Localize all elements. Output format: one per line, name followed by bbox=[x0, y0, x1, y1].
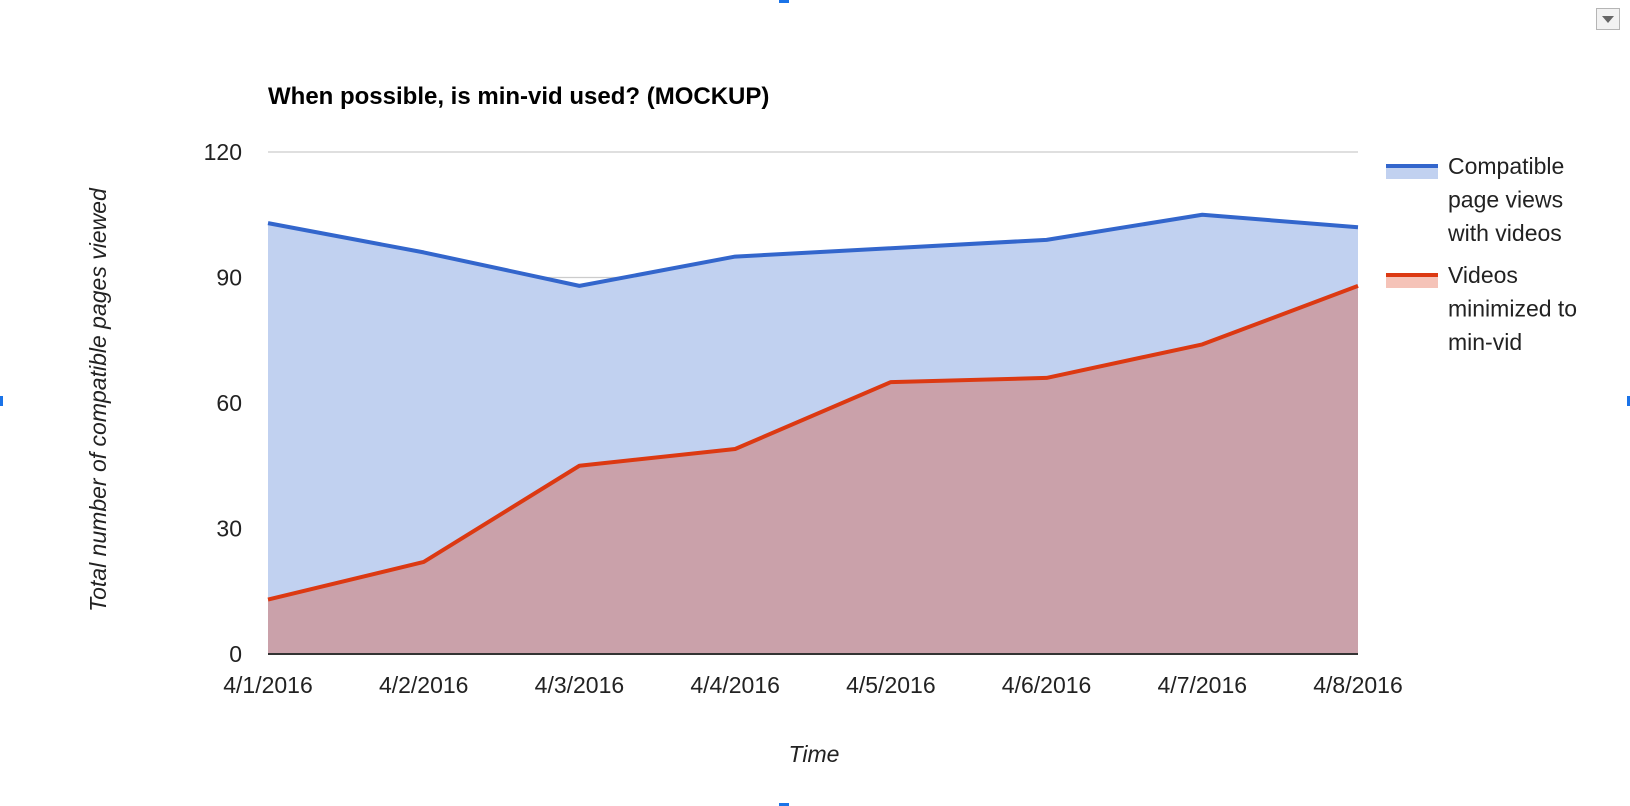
resize-handle-bottom[interactable] bbox=[779, 803, 789, 806]
data-point-videos-minimized[interactable] bbox=[1044, 375, 1050, 381]
line-compatible-page-views bbox=[267, 212, 1359, 288]
x-axis-title: Time bbox=[789, 741, 840, 767]
y-tick-label: 30 bbox=[216, 516, 242, 542]
y-axis-ticks: 0 30 60 90 120 bbox=[204, 139, 242, 667]
y-tick-label: 0 bbox=[229, 641, 242, 667]
x-axis-ticks: 4/1/2016 4/2/2016 4/3/2016 4/4/2016 4/5/2016… bbox=[223, 672, 1403, 698]
x-tick-label: 4/4/2016 bbox=[690, 672, 780, 698]
resize-handle-right[interactable] bbox=[1627, 396, 1630, 406]
resize-handle-left[interactable] bbox=[0, 396, 3, 406]
data-point-compatible-page-views[interactable] bbox=[732, 254, 738, 260]
data-point-videos-minimized[interactable] bbox=[421, 559, 427, 565]
data-point-videos-minimized[interactable] bbox=[888, 379, 894, 385]
chart-title: When possible, is min-vid used? (MOCKUP) bbox=[268, 83, 769, 110]
chart-menu-button[interactable] bbox=[1596, 8, 1620, 30]
legend: Compatible page views with videos Videos min… bbox=[1386, 153, 1577, 355]
data-point-compatible-page-views[interactable] bbox=[1044, 237, 1050, 243]
data-point-videos-minimized[interactable] bbox=[1199, 341, 1205, 347]
data-point-compatible-page-views[interactable] bbox=[888, 245, 894, 251]
legend-label-videos-minimized: minimized to bbox=[1448, 296, 1577, 322]
data-point-videos-minimized[interactable] bbox=[576, 463, 582, 469]
chevron-down-icon bbox=[1602, 16, 1614, 23]
legend-label-compatible-page-views: page views bbox=[1448, 187, 1563, 213]
legend-label-compatible-page-views: Compatible bbox=[1448, 153, 1564, 179]
y-axis-title: Total number of compatible pages viewed bbox=[85, 187, 111, 612]
data-point-videos-minimized[interactable] bbox=[265, 597, 271, 603]
data-point-compatible-page-views[interactable] bbox=[421, 249, 427, 255]
x-tick-label: 4/2/2016 bbox=[379, 672, 469, 698]
line-videos-minimized bbox=[267, 283, 1359, 602]
data-point-videos-minimized[interactable] bbox=[1355, 283, 1361, 289]
x-tick-label: 4/7/2016 bbox=[1158, 672, 1248, 698]
areas bbox=[268, 214, 1358, 654]
x-tick-label: 4/8/2016 bbox=[1313, 672, 1403, 698]
series-lines bbox=[265, 212, 1361, 603]
data-point-compatible-page-views[interactable] bbox=[1199, 212, 1205, 218]
y-tick-label: 90 bbox=[216, 265, 242, 291]
legend-label-videos-minimized: min-vid bbox=[1448, 329, 1522, 355]
area-videos-minimized bbox=[268, 285, 1358, 654]
resize-handle-top[interactable] bbox=[779, 0, 789, 3]
x-tick-label: 4/6/2016 bbox=[1002, 672, 1092, 698]
y-tick-label: 120 bbox=[204, 139, 242, 165]
x-tick-label: 4/3/2016 bbox=[535, 672, 625, 698]
data-point-compatible-page-views[interactable] bbox=[1355, 224, 1361, 230]
x-tick-label: 4/5/2016 bbox=[846, 672, 936, 698]
data-point-compatible-page-views[interactable] bbox=[265, 220, 271, 226]
legend-label-compatible-page-views: with videos bbox=[1447, 220, 1562, 246]
data-point-compatible-page-views[interactable] bbox=[576, 283, 582, 289]
legend-swatch-fill bbox=[1386, 275, 1438, 288]
legend-swatch-fill bbox=[1386, 166, 1438, 179]
legend-label-videos-minimized: Videos bbox=[1448, 262, 1518, 288]
x-tick-label: 4/1/2016 bbox=[223, 672, 313, 698]
y-tick-label: 60 bbox=[216, 390, 242, 416]
data-point-videos-minimized[interactable] bbox=[732, 446, 738, 452]
